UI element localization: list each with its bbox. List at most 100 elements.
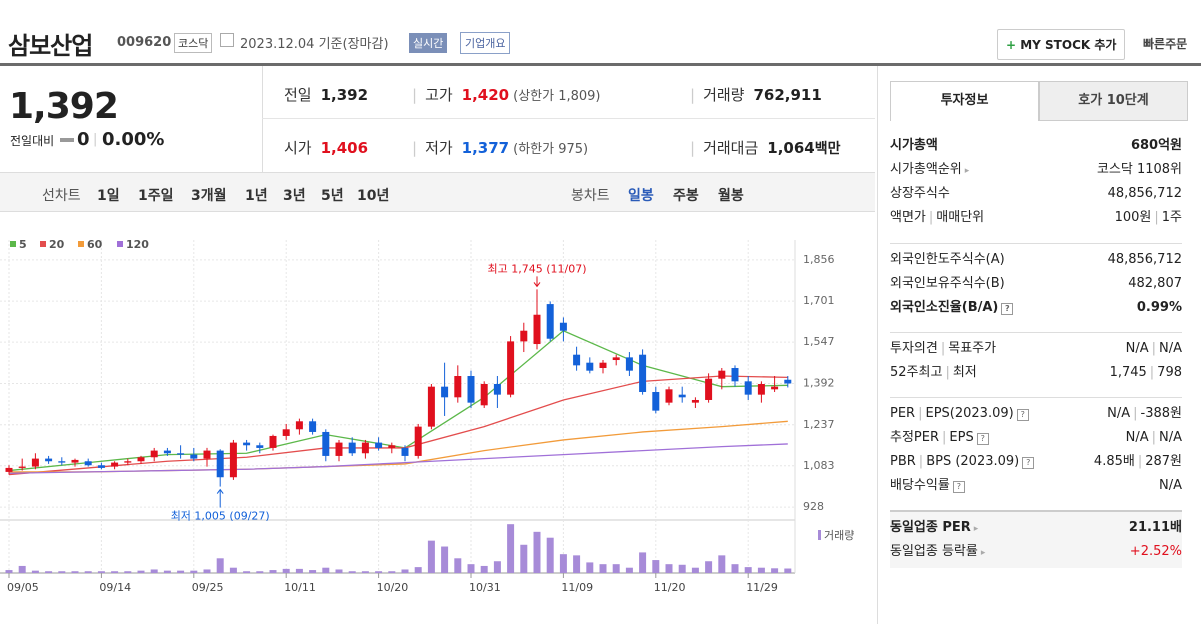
x-tick-label: 09/14: [99, 581, 131, 594]
volume-bar: [58, 571, 66, 573]
volume-bar: [639, 552, 647, 573]
value: 0.99%: [1137, 296, 1182, 320]
volume-bar: [559, 554, 567, 573]
note: (하한가 975): [513, 142, 589, 157]
volume-bar: [771, 568, 779, 573]
sep: |: [945, 365, 950, 380]
info-row: 배당수익률? N/A: [890, 474, 1182, 498]
tab-item[interactable]: 5년: [321, 188, 344, 204]
sep: |: [918, 454, 924, 469]
label-part: 외국인보유주식수(B): [890, 276, 1005, 291]
candle-body: [58, 461, 66, 463]
volume-bar: [744, 567, 752, 573]
label: 배당수익률?: [890, 478, 965, 493]
volume-bar: [163, 570, 171, 573]
tab-item[interactable]: 3년: [283, 188, 306, 204]
value-part: N/A: [1107, 406, 1131, 421]
y-tick-label: 1,856: [803, 253, 835, 266]
volume-bar: [18, 565, 26, 573]
volume-bar: [216, 558, 224, 573]
sep: |: [690, 86, 696, 104]
help-icon[interactable]: ?: [976, 433, 989, 445]
summary-item: 시가 1,406: [284, 137, 368, 158]
realtime-badge[interactable]: 실시간: [409, 33, 448, 53]
tab-item[interactable]: 주봉: [673, 188, 699, 204]
info-row: 동일업종 등락률 ▸ +2.52%: [890, 540, 1182, 564]
volume-bar: [625, 567, 633, 573]
candle-body: [678, 394, 686, 398]
candle-body: [282, 429, 290, 436]
candle-body: [177, 453, 185, 455]
help-icon[interactable]: ?: [1022, 457, 1035, 469]
candle-body: [361, 442, 369, 454]
side-panel: 투자정보 호가 10단계 시가총액 680억원 시가총액순위 ▸ 코스닥 1108위 상장주식…: [877, 66, 1201, 624]
volume-bar: [665, 564, 673, 573]
mystock-button[interactable]: + MY STOCK 추가: [997, 29, 1126, 60]
calendar-icon: [220, 33, 234, 47]
side-tab[interactable]: 투자정보: [890, 81, 1039, 121]
candle-body: [309, 421, 317, 432]
legend-swatch: [10, 241, 16, 247]
volume-bar: [256, 571, 264, 573]
value: 48,856,712: [1108, 248, 1182, 272]
volume-bar: [177, 570, 185, 573]
candle-body: [665, 389, 673, 403]
tab-item[interactable]: 3개월: [191, 188, 227, 204]
help-icon[interactable]: ?: [952, 481, 965, 493]
candle-body: [216, 450, 224, 478]
label-part: PBR: [890, 454, 916, 469]
value: N/A | N/A: [1126, 426, 1182, 450]
sep: |: [1133, 406, 1138, 421]
volume-bar: [480, 565, 488, 573]
label: 외국인보유주식수(B): [890, 276, 1005, 291]
volume-bar: [401, 569, 409, 573]
tab-item[interactable]: 일봉: [628, 188, 654, 204]
value: 48,856,712: [1108, 182, 1182, 206]
volume-bar: [269, 570, 277, 573]
value: N/A | -388원: [1107, 402, 1182, 426]
annotation: 최저 1,005 (09/27): [171, 510, 270, 523]
sep: |: [1151, 341, 1156, 356]
quote-box: 1,392 전일대비 0 | 0.00%: [0, 66, 263, 172]
candle-body: [97, 465, 105, 468]
label-part: 시가총액: [890, 138, 938, 153]
volume-bar: [5, 570, 13, 573]
annotation-head: [216, 488, 224, 494]
help-icon[interactable]: ?: [1001, 303, 1014, 315]
change: 0: [77, 129, 90, 150]
value: +2.52%: [1130, 540, 1182, 564]
label-part: 매매단위: [936, 210, 985, 225]
candle-body: [612, 357, 620, 361]
label: 외국인소진율(B/A)?: [890, 300, 1014, 315]
volume-bar: [520, 544, 528, 573]
company-badge[interactable]: 기업개요: [460, 32, 511, 54]
tab-item[interactable]: 1주일: [138, 188, 174, 204]
candle-body: [573, 354, 581, 366]
info-row: PBR | BPS (2023.09)? 4.85배 | 287원: [890, 450, 1182, 474]
volume-bar: [375, 571, 383, 573]
candle-body: [718, 370, 726, 379]
label-part: 최저: [952, 365, 977, 380]
tab-item[interactable]: 1일: [97, 188, 120, 204]
label: 투자의견 | 목표주가: [890, 341, 996, 356]
value: 1,064: [767, 139, 815, 157]
info-section: 동일업종 PER ▸ 21.11배 동일업종 등락률 ▸ +2.52%: [890, 510, 1182, 568]
candle-body: [335, 442, 343, 456]
summary-row: 시가 1,406 | 저가 1,377 (하한가 975) | 거래대금 1,064백만: [262, 119, 875, 171]
label: 동일업종 등락률 ▸: [890, 544, 985, 559]
legend-swatch: [78, 241, 84, 247]
candle-body: [31, 458, 39, 467]
info-row: 52주최고 | 최저 1,745 | 798: [890, 361, 1182, 385]
sep: |: [928, 210, 934, 225]
tab-item[interactable]: 1년: [245, 188, 268, 204]
help-icon[interactable]: ?: [1016, 409, 1029, 421]
volume-bar: [71, 571, 79, 573]
candle-body: [163, 450, 171, 454]
volume-bar: [718, 555, 726, 573]
quick-order[interactable]: 빠른주문: [1143, 37, 1188, 51]
side-tab[interactable]: 호가 10단계: [1039, 81, 1188, 121]
volume-bar: [731, 564, 739, 573]
value-part: 48,856,712: [1107, 252, 1182, 267]
tab-item[interactable]: 10년: [357, 188, 390, 204]
tab-item[interactable]: 월봉: [718, 188, 744, 204]
